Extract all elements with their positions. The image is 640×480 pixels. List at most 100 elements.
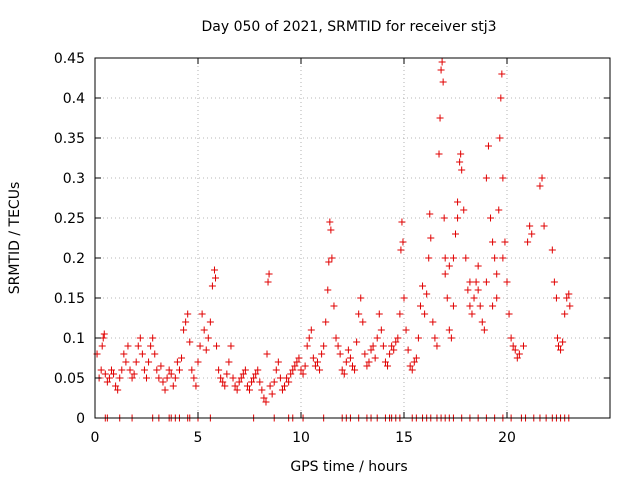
- data-point: [454, 214, 462, 222]
- data-point: [196, 342, 204, 350]
- data-point: [213, 342, 221, 350]
- y-tick-label: 0.1: [63, 331, 85, 347]
- data-point: [336, 350, 344, 358]
- data-point: [489, 238, 497, 246]
- data-point: [305, 334, 313, 342]
- data-point: [346, 354, 354, 362]
- data-point: [169, 382, 177, 390]
- data-point: [293, 358, 301, 366]
- data-points: [93, 58, 574, 422]
- data-point: [175, 366, 183, 374]
- y-axis-label: SRMTID / TECUs: [7, 182, 23, 295]
- data-point: [268, 390, 276, 398]
- data-point: [499, 254, 507, 262]
- data-point: [231, 382, 239, 390]
- chart-title: Day 050 of 2021, SRMTID for receiver stj…: [202, 19, 497, 35]
- data-point: [309, 354, 317, 362]
- data-point: [526, 222, 534, 230]
- data-point: [340, 370, 348, 378]
- data-point: [212, 274, 220, 282]
- data-point: [431, 334, 439, 342]
- data-point: [171, 374, 179, 382]
- data-point: [210, 266, 218, 274]
- data-point: [468, 310, 476, 318]
- data-point: [566, 302, 574, 310]
- data-point: [100, 330, 108, 338]
- y-tick-label: 0.3: [63, 171, 85, 187]
- data-point: [132, 358, 140, 366]
- data-point: [441, 254, 449, 262]
- data-point: [250, 374, 258, 382]
- data-point: [433, 342, 441, 350]
- y-tick-label: 0.25: [54, 211, 85, 227]
- data-point: [406, 362, 414, 370]
- data-point: [402, 326, 410, 334]
- data-point: [258, 386, 266, 394]
- data-point: [143, 374, 150, 382]
- data-point: [101, 370, 109, 378]
- data-point: [342, 358, 350, 366]
- data-point: [327, 226, 335, 234]
- data-point: [328, 254, 336, 262]
- data-point: [229, 374, 237, 382]
- data-point: [180, 326, 188, 334]
- data-point: [540, 222, 548, 230]
- y-tick-label: 0.35: [54, 131, 85, 147]
- data-point: [447, 334, 455, 342]
- data-point: [408, 366, 416, 374]
- y-tick-label: 0.15: [54, 291, 85, 307]
- data-point: [419, 282, 427, 290]
- data-point: [134, 342, 142, 350]
- data-point: [112, 382, 120, 390]
- data-point: [470, 294, 478, 302]
- data-point: [246, 386, 253, 394]
- data-point: [476, 302, 484, 310]
- data-point: [307, 326, 315, 334]
- data-point: [561, 310, 569, 318]
- data-point: [538, 174, 546, 182]
- data-point: [208, 282, 216, 290]
- data-point: [367, 346, 375, 354]
- data-point: [464, 286, 472, 294]
- data-point: [182, 318, 190, 326]
- data-point: [493, 270, 501, 278]
- data-point: [396, 310, 404, 318]
- data-point: [157, 362, 165, 370]
- data-point: [484, 142, 492, 150]
- data-point: [190, 374, 198, 382]
- data-point: [206, 318, 214, 326]
- data-point: [491, 254, 499, 262]
- data-point: [524, 238, 532, 246]
- y-tick-label: 0: [76, 411, 85, 427]
- data-point: [482, 278, 490, 286]
- data-point: [557, 346, 565, 354]
- y-tick-label: 0.05: [54, 371, 85, 387]
- data-point: [97, 366, 105, 374]
- data-point: [511, 346, 519, 354]
- data-point: [361, 350, 369, 358]
- data-point: [509, 342, 517, 350]
- data-point: [260, 394, 268, 402]
- data-point: [274, 358, 282, 366]
- y-tick-label: 0.45: [54, 51, 85, 67]
- data-point: [192, 382, 200, 390]
- data-point: [254, 366, 262, 374]
- data-point: [107, 366, 115, 374]
- data-point: [472, 278, 480, 286]
- data-point: [355, 310, 363, 318]
- data-point: [264, 278, 272, 286]
- data-point: [436, 114, 444, 122]
- data-point: [285, 378, 293, 386]
- data-point: [456, 158, 464, 166]
- data-point: [559, 338, 567, 346]
- data-point: [363, 362, 371, 370]
- data-point: [496, 134, 504, 142]
- data-point: [404, 346, 412, 354]
- data-point: [291, 362, 299, 370]
- data-point: [379, 342, 387, 350]
- data-point: [466, 302, 474, 310]
- data-point: [454, 198, 462, 206]
- data-point: [147, 342, 155, 350]
- data-point: [145, 358, 153, 366]
- data-point: [445, 262, 453, 270]
